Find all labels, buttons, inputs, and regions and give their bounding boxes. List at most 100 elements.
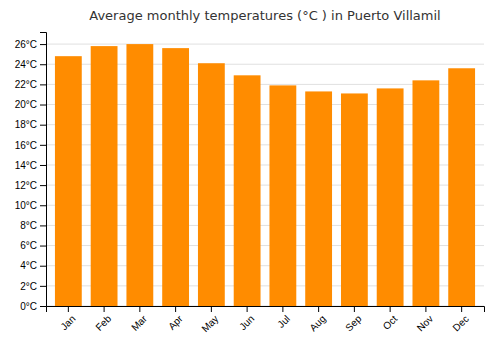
tick: Oct <box>381 306 400 332</box>
tick-mark <box>40 125 46 126</box>
tick-mark <box>461 306 462 312</box>
bar <box>377 88 404 306</box>
tick: May <box>199 306 220 334</box>
tick-label: Jun <box>237 313 256 332</box>
tick-mark <box>40 165 46 166</box>
tick-label: Dec <box>450 313 470 333</box>
tick-mark <box>40 84 46 85</box>
tick: Jan <box>58 306 77 332</box>
tick-mark <box>139 306 140 312</box>
tick-label: Feb <box>93 313 113 333</box>
tick: 6°C <box>20 240 46 251</box>
tick-label: 8°C <box>20 220 37 231</box>
tick-label: 18°C <box>15 119 37 130</box>
bar <box>341 93 368 306</box>
chart: 0°C 2°C 4°C 6°C 8°C 10°C 12°C 14°C 16°C 18°C 20°C 2… <box>0 0 500 350</box>
tick-label: Sep <box>343 313 364 334</box>
tick: Mar <box>129 306 149 333</box>
tick-label: Aug <box>307 313 327 333</box>
bar <box>91 46 118 306</box>
plot: 0°C 2°C 4°C 6°C 8°C 10°C 12°C 14°C 16°C 18°C 20°C 2… <box>15 33 485 335</box>
tick: 10°C <box>15 200 46 211</box>
bars <box>55 44 475 306</box>
tick-mark <box>40 105 46 106</box>
y-axis: 0°C 2°C 4°C 6°C 8°C 10°C 12°C 14°C 16°C 18°C 20°C 2… <box>15 33 47 312</box>
tick-mark <box>104 306 105 312</box>
tick: 20°C <box>15 99 46 110</box>
grid-line <box>46 44 484 45</box>
tick-mark <box>425 306 426 312</box>
tick-mark <box>40 64 46 65</box>
tick: 4°C <box>20 260 46 271</box>
tick: Jul <box>275 306 292 330</box>
bar <box>55 56 82 306</box>
tick: 22°C <box>15 79 46 90</box>
tick-label: Mar <box>129 313 149 333</box>
tick-mark <box>390 306 391 312</box>
tick: 16°C <box>15 140 46 151</box>
tick-mark <box>247 306 248 312</box>
tick-label: Oct <box>381 313 400 332</box>
bar <box>198 63 225 306</box>
tick-mark <box>40 44 46 45</box>
tick-label: 12°C <box>15 180 37 191</box>
tick-label: 4°C <box>20 260 37 271</box>
tick-label: Apr <box>166 313 185 332</box>
tick: Aug <box>307 306 327 333</box>
tick: 0°C <box>20 301 46 312</box>
bar <box>269 85 296 306</box>
axis-line <box>47 307 485 313</box>
tick-label: Nov <box>415 313 435 333</box>
tick: 24°C <box>15 59 46 70</box>
tick-label: Jan <box>58 313 77 332</box>
tick-label: 0°C <box>20 301 37 312</box>
tick-label: 20°C <box>15 99 37 110</box>
tick-label: 2°C <box>20 281 37 292</box>
tick: 14°C <box>15 160 46 171</box>
tick: Apr <box>166 306 185 332</box>
tick: Nov <box>415 306 435 333</box>
tick-label: 26°C <box>15 39 37 50</box>
tick: 26°C <box>15 39 46 50</box>
tick: 8°C <box>20 220 46 231</box>
tick-mark <box>40 246 46 247</box>
tick-mark <box>354 306 355 312</box>
axis-line <box>40 33 47 307</box>
tick: Jun <box>237 306 256 332</box>
bar <box>412 80 439 306</box>
tick: Feb <box>93 306 113 333</box>
x-axis: Jan Feb Mar Apr May Jun Jul Aug Sep Oct Nov Dec <box>47 306 485 334</box>
bar <box>126 44 153 306</box>
tick-mark <box>211 306 212 312</box>
bar <box>162 48 189 306</box>
bar <box>305 91 332 306</box>
tick-label: Jul <box>275 313 292 330</box>
bar <box>234 75 261 306</box>
tick-mark <box>40 205 46 206</box>
tick-mark <box>40 225 46 226</box>
title: Average monthly temperatures (°C ) in Pu… <box>89 8 440 23</box>
tick-mark <box>282 306 283 312</box>
tick-label: 14°C <box>15 160 37 171</box>
tick-label: 10°C <box>15 200 37 211</box>
tick: Dec <box>450 306 470 333</box>
tick: 12°C <box>15 180 46 191</box>
tick-mark <box>175 306 176 312</box>
tick: Sep <box>343 306 364 333</box>
tick-label: 6°C <box>20 240 37 251</box>
tick-mark <box>318 306 319 312</box>
grid <box>46 44 484 306</box>
tick-mark <box>40 145 46 146</box>
tick-mark <box>40 266 46 267</box>
tick: 2°C <box>20 281 46 292</box>
tick-label: 24°C <box>15 59 37 70</box>
tick-label: 22°C <box>15 79 37 90</box>
tick-mark <box>40 286 46 287</box>
bar <box>448 68 475 306</box>
tick-label: May <box>199 313 220 334</box>
tick-mark <box>68 306 69 312</box>
tick-label: 16°C <box>15 140 37 151</box>
tick-mark <box>40 306 46 307</box>
tick-mark <box>40 185 46 186</box>
tick: 18°C <box>15 119 46 130</box>
